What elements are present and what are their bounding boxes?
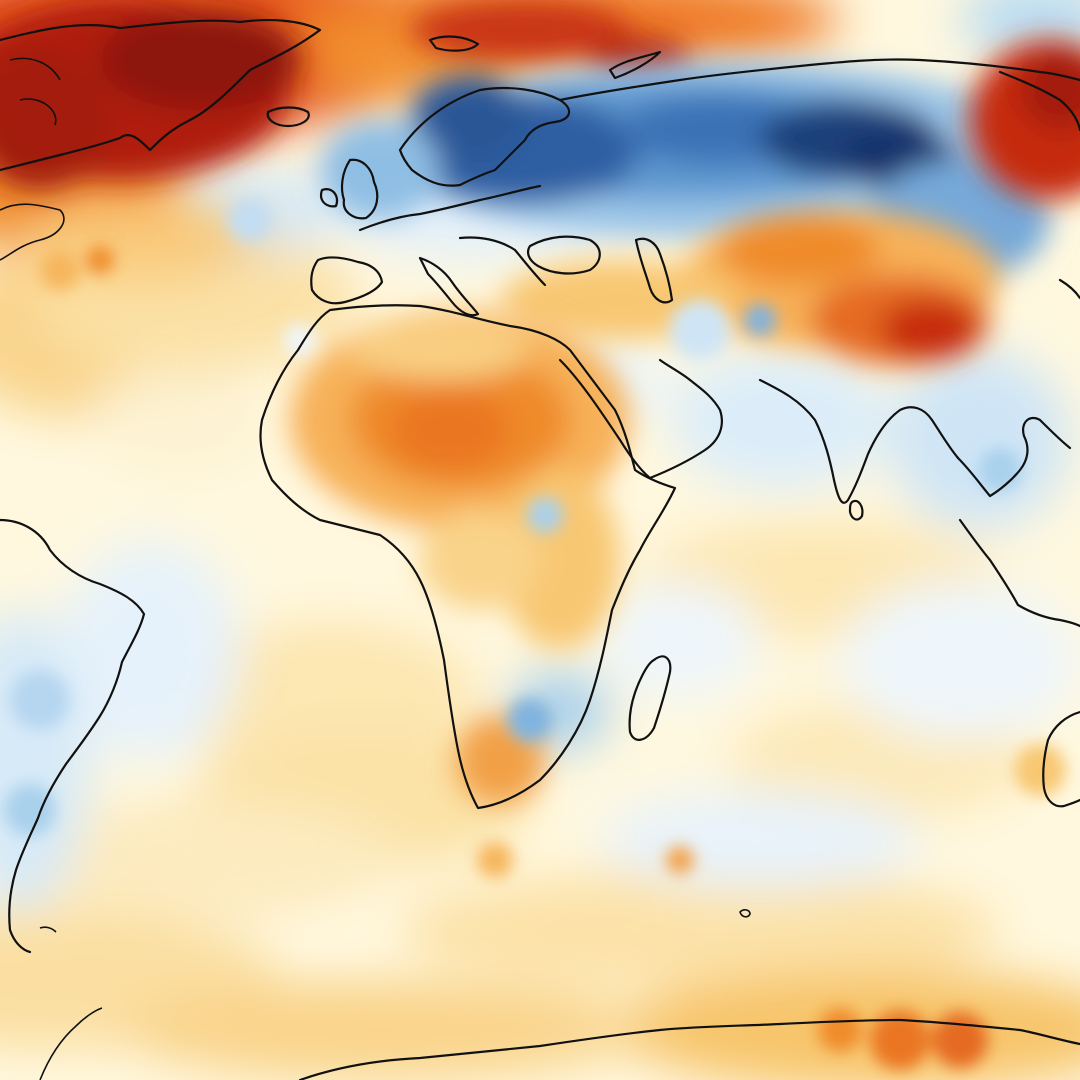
coast-sri-lanka <box>848 499 864 521</box>
coast-madagascar <box>628 655 672 741</box>
coast-caspian <box>634 237 674 304</box>
anomaly-texture <box>4 198 1066 1070</box>
coast-iceland <box>266 106 310 128</box>
coastlines <box>0 18 1080 1080</box>
coast-east-siberia <box>998 70 1080 300</box>
coast-africa <box>259 304 677 810</box>
east-siberia-warm <box>970 40 1080 200</box>
coast-europe-mainland <box>310 184 542 305</box>
coast-south-america <box>0 518 146 954</box>
coast-southeast-asia <box>956 416 1080 628</box>
coast-arabia <box>558 358 723 480</box>
coast-british-isles <box>320 158 379 220</box>
coast-black-sea <box>527 235 601 275</box>
coast-europe-north <box>558 58 1080 102</box>
coast-australia <box>1042 710 1080 808</box>
coast-small-island <box>739 909 751 918</box>
coast-svalbard <box>428 35 662 80</box>
greenland-extreme-warm <box>0 0 690 190</box>
coast-greenland <box>0 18 322 172</box>
coast-scandinavia <box>398 86 571 187</box>
coast-italy <box>418 236 547 317</box>
coast-canada-islands <box>0 57 65 261</box>
coast-antarctica <box>298 1018 1080 1080</box>
coast-india <box>758 378 960 504</box>
coast-antarctic-peninsula <box>39 926 103 1080</box>
